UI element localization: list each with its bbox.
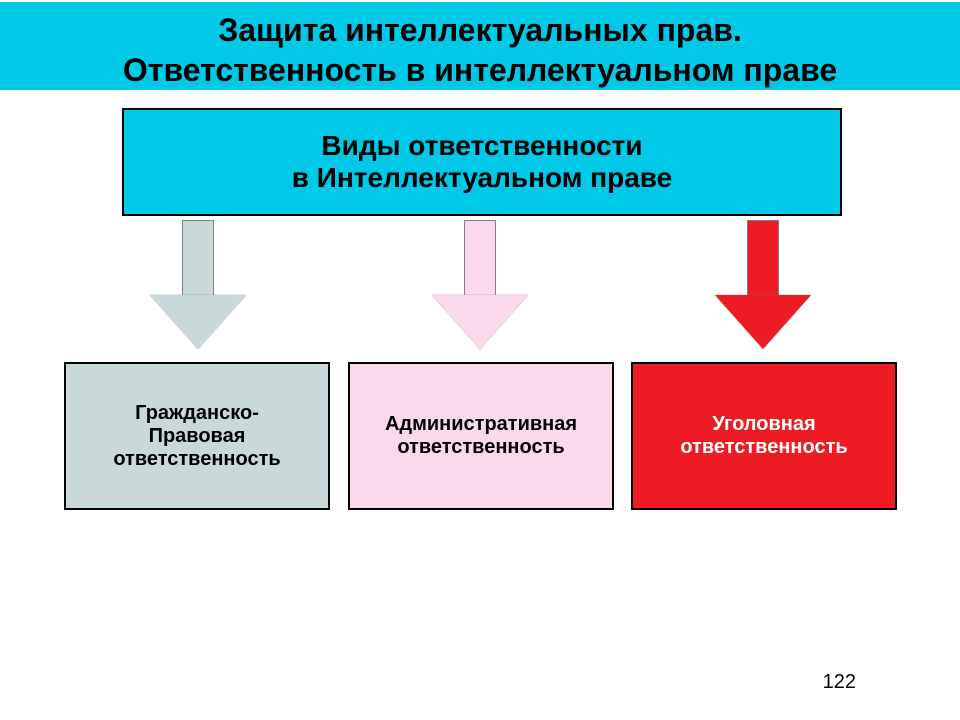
title-line-1: Защита интеллектуальных прав. — [0, 10, 960, 50]
title-text: Защита интеллектуальных прав. Ответствен… — [0, 2, 960, 90]
arrow-1 — [150, 220, 246, 350]
title-band: Защита интеллектуальных прав. Ответствен… — [0, 2, 960, 90]
arrow-2 — [432, 220, 528, 350]
sub-box-1-text: Гражданско- Правовая ответственность — [113, 402, 280, 471]
arrow-shaft — [747, 220, 780, 295]
sub-box-2-text: Административная ответственность — [385, 413, 577, 459]
sub-box-2: Административная ответственность — [348, 362, 614, 510]
arrow-shaft — [464, 220, 497, 295]
main-box-text: Виды ответственности в Интеллектуальном … — [292, 130, 672, 194]
sub-box-3: Уголовная ответственность — [631, 362, 897, 510]
title-line-2: Ответственность в интеллектуальном праве — [0, 50, 960, 90]
arrow-3 — [715, 220, 811, 350]
main-box: Виды ответственности в Интеллектуальном … — [122, 108, 842, 216]
slide-stage: Защита интеллектуальных прав. Ответствен… — [0, 0, 960, 720]
sub-box-3-text: Уголовная ответственность — [680, 413, 847, 459]
arrow-shaft — [182, 220, 215, 295]
sub-box-1: Гражданско- Правовая ответственность — [64, 362, 330, 510]
arrow-head-icon — [432, 295, 528, 349]
arrow-head-icon — [715, 295, 811, 349]
page-number: 122 — [823, 671, 856, 694]
arrow-head-icon — [150, 295, 246, 349]
